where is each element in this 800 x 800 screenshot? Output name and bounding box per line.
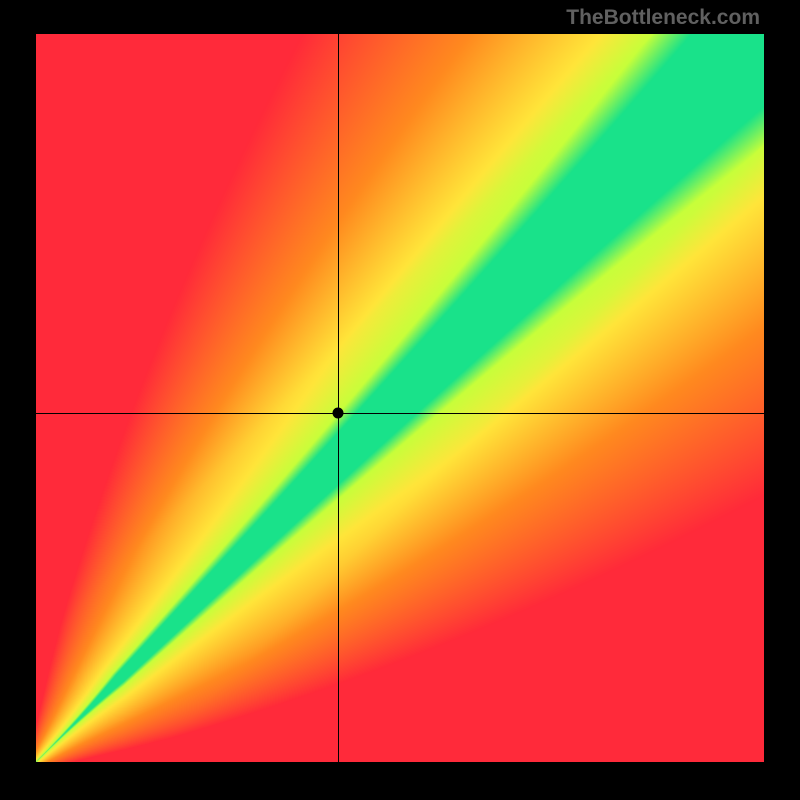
heatmap-canvas <box>36 34 764 762</box>
watermark-text: TheBottleneck.com <box>566 6 760 30</box>
heatmap-chart <box>36 34 764 762</box>
crosshair-vertical <box>338 34 339 762</box>
crosshair-horizontal <box>36 413 764 414</box>
crosshair-point <box>333 407 344 418</box>
